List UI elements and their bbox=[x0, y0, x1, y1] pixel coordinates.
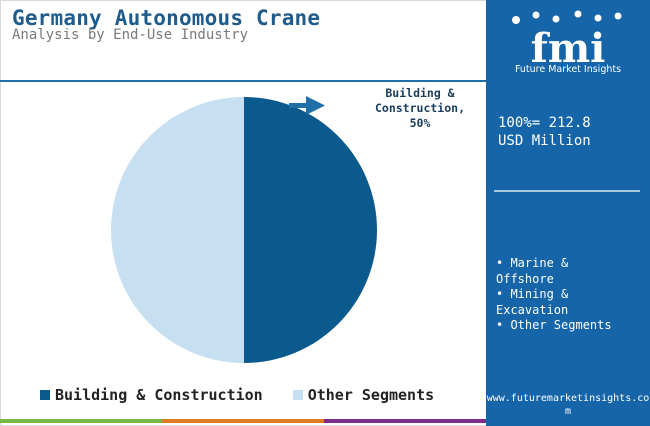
sidebar-divider bbox=[494, 190, 640, 192]
other-segment-line: • Other Segments bbox=[496, 318, 612, 332]
logo-wordmark: fmi bbox=[531, 25, 606, 72]
strip-purple bbox=[324, 419, 486, 423]
title-divider bbox=[0, 80, 486, 82]
pie-slice-building-construction bbox=[244, 97, 377, 363]
market-total: 100%= 212.8 USD Million bbox=[498, 114, 591, 150]
chart-title: Germany Autonomous Crane bbox=[12, 6, 321, 30]
pie-slices bbox=[111, 97, 377, 363]
callout-line-2: Construction, bbox=[374, 101, 465, 115]
logo-subtext: Future Market Insights bbox=[514, 64, 622, 75]
color-strip bbox=[0, 419, 486, 423]
other-segment-line: • Marine & bbox=[496, 256, 569, 270]
pie-chart bbox=[111, 96, 377, 363]
callout-arrow-icon bbox=[289, 96, 325, 115]
legend-item-building: Building & Construction bbox=[40, 386, 263, 404]
other-segment-line: • Mining & bbox=[496, 287, 569, 301]
chart-subtitle: Analysis by End-Use Industry bbox=[12, 27, 249, 43]
pie-slice-other-segments bbox=[111, 97, 244, 363]
strip-orange bbox=[162, 419, 324, 423]
legend-label-other: Other Segments bbox=[307, 386, 435, 404]
website-url[interactable]: www.futuremarketinsights.co m bbox=[486, 393, 650, 417]
slice-callout: Building & Construction, 50% bbox=[360, 86, 480, 131]
legend-item-other: Other Segments bbox=[292, 386, 435, 404]
legend-label-building: Building & Construction bbox=[55, 386, 263, 404]
legend-swatch-building bbox=[40, 390, 50, 400]
chart-legend: Building & Construction Other Segments bbox=[40, 386, 464, 404]
callout-line-1: Building & bbox=[385, 86, 455, 100]
other-segment-line: Offshore bbox=[496, 271, 554, 286]
other-segment-line: Excavation bbox=[496, 302, 569, 317]
sidebar: fmi Future Market Insights 100%= 212.8 U… bbox=[486, 0, 650, 426]
total-line-1: 100%= 212.8 bbox=[498, 115, 591, 131]
strip-green bbox=[0, 419, 162, 423]
total-line-2: USD Million bbox=[498, 133, 591, 149]
callout-line-3: 50% bbox=[409, 116, 431, 130]
other-segments-list: • Marine & Offshore • Mining & Excavatio… bbox=[496, 256, 612, 334]
legend-swatch-other bbox=[292, 390, 303, 400]
fmi-logo: fmi bbox=[512, 10, 622, 72]
